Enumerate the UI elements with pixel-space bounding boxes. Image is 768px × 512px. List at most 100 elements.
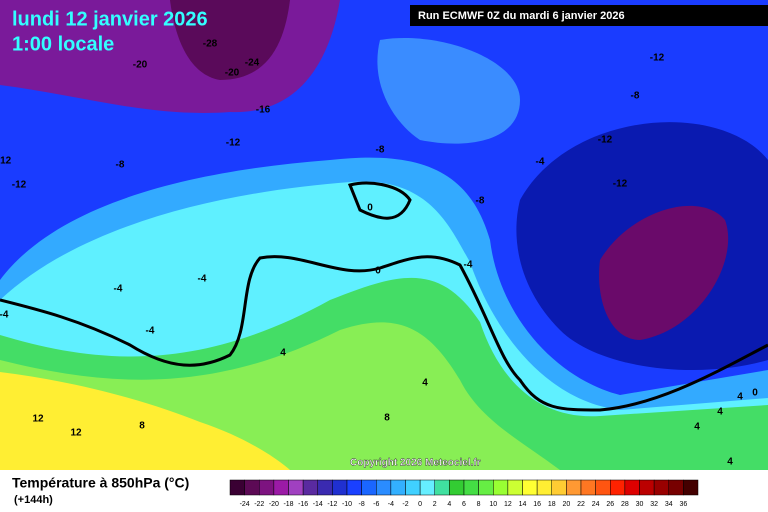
contour-label: 4	[737, 392, 743, 403]
colorbar-label: -8	[359, 501, 365, 508]
colorbar-label: 20	[562, 501, 570, 508]
map-time: 1:00 locale	[12, 33, 114, 55]
contour-label: -8	[476, 196, 485, 207]
contour-label: -8	[631, 91, 640, 102]
colorbar-swatch	[259, 479, 275, 496]
contour-label: -4	[0, 310, 9, 321]
cold-region	[377, 38, 520, 144]
colorbar-swatch	[361, 479, 377, 496]
colorbar-label: 34	[665, 501, 673, 508]
colorbar-label: -6	[373, 501, 379, 508]
colorbar: -24 -22 -20 -18 -16 -14 -12 -10 -8 -6 -4 -2 0 2 4 6 8 10 1…	[229, 479, 699, 508]
contour-label: -8	[376, 145, 385, 156]
colorbar-swatch	[493, 479, 509, 496]
legend-lead: (+144h)	[14, 494, 53, 506]
colorbar-label: -22	[254, 501, 264, 508]
colorbar-swatch	[668, 479, 684, 496]
colorbar-swatch	[610, 479, 626, 496]
map-date: lundi 12 janvier 2026	[12, 8, 208, 30]
colorbar-swatch	[273, 479, 289, 496]
colorbar-swatch	[536, 479, 552, 496]
colorbar-swatch	[390, 479, 406, 496]
colorbar-label: 28	[621, 501, 629, 508]
colorbar-label: 16	[533, 501, 541, 508]
contour-label: -12	[613, 179, 628, 190]
zero-contour	[0, 255, 768, 412]
colorbar-label: 8	[477, 501, 481, 508]
run-box	[410, 5, 768, 26]
colorbar-swatch	[595, 479, 611, 496]
colorbar-swatch	[434, 479, 450, 496]
contour-label: -16	[256, 105, 271, 116]
colorbar-label: -14	[313, 501, 323, 508]
colorbar-label: -16	[298, 501, 308, 508]
colorbar-swatch	[551, 479, 567, 496]
colorbar-label: 6	[462, 501, 466, 508]
warm-region	[0, 372, 290, 470]
colorbar-swatch	[624, 479, 640, 496]
contour-label: 4	[422, 378, 428, 389]
colorbar-label: -24	[240, 501, 250, 508]
colorbar-swatch	[229, 479, 245, 496]
legend-title: Température à 850hPa (°C)	[12, 475, 189, 491]
cold-core	[599, 205, 729, 340]
colorbar-swatch	[522, 479, 538, 496]
colorbar-swatch	[683, 479, 699, 496]
contour-label: 4	[694, 422, 700, 433]
colorbar-label: 2	[433, 501, 437, 508]
contour-label: 12	[70, 428, 82, 439]
colorbar-swatch	[317, 479, 333, 496]
colorbar-swatch	[449, 479, 465, 496]
colorbar-swatch	[580, 479, 596, 496]
copyright: Copyright 2026 Meteociel.fr	[350, 458, 481, 469]
colorbar-label: 14	[519, 501, 527, 508]
colorbar-label: -12	[327, 501, 337, 508]
colorbar-swatch	[478, 479, 494, 496]
colorbar-swatch	[288, 479, 304, 496]
contour-label: -12	[650, 53, 665, 64]
colorbar-label: -10	[342, 501, 352, 508]
colorbar-label: -4	[388, 501, 394, 508]
cold-core	[170, 0, 290, 80]
colorbar-label: 36	[679, 501, 687, 508]
colorbar-swatch	[346, 479, 362, 496]
contour-label: -8	[116, 160, 125, 171]
colorbar-label: 0	[418, 501, 422, 508]
colorbar-swatch	[419, 479, 435, 496]
zero-contour	[347, 181, 412, 220]
colorbar-swatch	[507, 479, 523, 496]
contour-label: -4	[464, 260, 473, 271]
colorbar-label: 32	[650, 501, 658, 508]
colorbar-swatch	[376, 479, 392, 496]
contour-label: -28	[203, 39, 218, 50]
contour-label: 4	[280, 348, 286, 359]
contour-label: -12	[12, 180, 27, 191]
contour-label: -20	[133, 60, 148, 71]
contour-label: 4	[717, 407, 723, 418]
colorbar-swatch	[653, 479, 669, 496]
run-info: Run ECMWF 0Z du mardi 6 janvier 2026	[418, 10, 625, 22]
contour-label: -4	[114, 284, 123, 295]
colorbar-label: 24	[592, 501, 600, 508]
colorbar-label: 30	[636, 501, 644, 508]
colorbar-label: -18	[283, 501, 293, 508]
contour-label: -4	[536, 157, 545, 168]
contour-label: 4	[727, 457, 733, 468]
contour-label: 12	[32, 414, 44, 425]
contour-label: 0	[375, 266, 381, 277]
colorbar-swatch	[405, 479, 421, 496]
colorbar-swatch	[244, 479, 260, 496]
contour-label: -20	[225, 68, 240, 79]
colorbar-label: 18	[548, 501, 556, 508]
colorbar-swatch	[302, 479, 318, 496]
colorbar-label: 4	[447, 501, 451, 508]
contour-labels: -28 -20 -24 -20 -16 -12 -12 -12 -8 -12 -8 -8 -12 -4 -8…	[0, 39, 758, 468]
colorbar-label: 26	[606, 501, 614, 508]
contour-label: 0	[752, 388, 758, 399]
contour-label: -12	[598, 135, 613, 146]
contour-label: 8	[384, 413, 390, 424]
colorbar-label: -2	[402, 501, 408, 508]
colorbar-swatch	[332, 479, 348, 496]
